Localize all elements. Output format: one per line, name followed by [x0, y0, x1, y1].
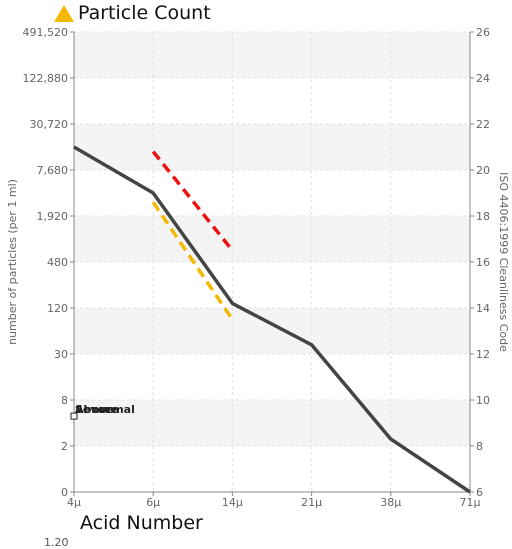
- y-right-tick-label: 18: [476, 210, 490, 223]
- x-tick-label: 38μ: [380, 496, 401, 509]
- x-tick-label: 4μ: [67, 496, 81, 509]
- annotation-label: Abnormal: [75, 403, 135, 416]
- y-right-tick-label: 14: [476, 302, 490, 315]
- y-right-tick-label: 8: [476, 440, 483, 453]
- grid-band: [74, 124, 470, 170]
- y-right-tick-label: 20: [476, 164, 490, 177]
- y-left-tick-label: 120: [47, 302, 68, 315]
- grid-band: [74, 308, 470, 354]
- x-tick-label: 6μ: [146, 496, 160, 509]
- y-left-tick-label: 491,520: [23, 26, 69, 39]
- x-tick-label: 71μ: [460, 496, 481, 509]
- chart-subtitle: Acid Number: [80, 512, 203, 534]
- y-right-tick-label: 22: [476, 118, 490, 131]
- y-right-tick-label: 26: [476, 26, 490, 39]
- y-left-tick-label: 8: [61, 394, 68, 407]
- y-right-tick-label: 24: [476, 72, 490, 85]
- y-left-tick-label: 122,880: [23, 72, 69, 85]
- x-tick-label: 14μ: [222, 496, 243, 509]
- y-left-tick-label: 30,720: [30, 118, 69, 131]
- y-left-axis-label: number of particles (per 1 ml): [6, 179, 19, 345]
- grid-band: [74, 216, 470, 262]
- y-left-tick-label: 1,920: [37, 210, 69, 223]
- y-right-axis-label: ISO 4406:1999 Cleanliness Code: [497, 172, 510, 352]
- y-right-tick-label: 10: [476, 394, 490, 407]
- y-right-tick-label: 16: [476, 256, 490, 269]
- x-tick-label: 21μ: [301, 496, 322, 509]
- y-left-tick-label: 7,680: [37, 164, 69, 177]
- grid-band: [74, 32, 470, 78]
- y-right-tick-label: 12: [476, 348, 490, 361]
- stray-value: 1.20: [44, 536, 69, 549]
- y-left-tick-label: 30: [54, 348, 68, 361]
- y-left-tick-label: 480: [47, 256, 68, 269]
- y-left-tick-label: 2: [61, 440, 68, 453]
